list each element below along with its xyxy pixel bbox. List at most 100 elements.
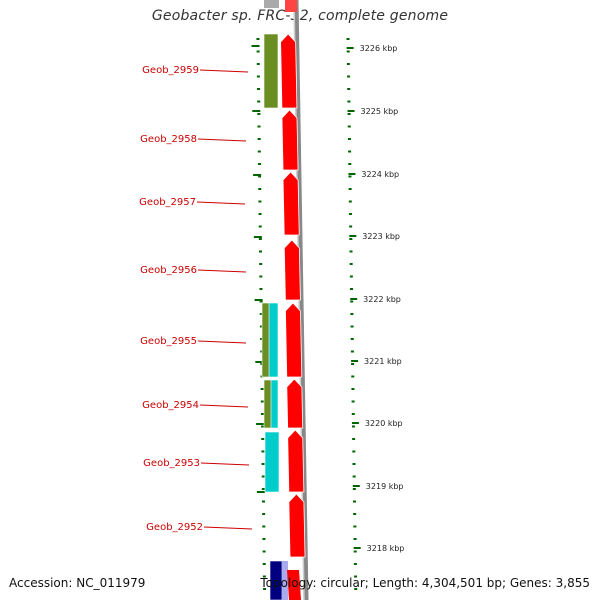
ruler-tick <box>259 313 263 315</box>
ruler-tick <box>351 413 355 415</box>
ruler-tick <box>260 413 264 415</box>
ruler-tick <box>353 563 357 565</box>
gene-leader-line <box>197 138 247 142</box>
ruler-tick <box>350 338 354 340</box>
ruler-tick <box>351 425 355 428</box>
top-fragments <box>264 0 297 12</box>
ruler-tick <box>349 263 353 265</box>
ruler-tick <box>256 75 260 78</box>
ruler-tick <box>354 575 358 578</box>
ruler-tick <box>348 188 352 190</box>
gene-arrow-geob-2952 <box>288 493 306 558</box>
ruler-tick <box>350 350 354 353</box>
ruler-tick <box>352 438 356 440</box>
ruler-tick <box>258 238 262 240</box>
map-title: Geobacter sp. FRC-32, complete genome <box>151 8 449 24</box>
ruler-tick <box>261 425 265 428</box>
ruler-tick <box>350 288 354 290</box>
ruler-major-tick <box>252 110 261 112</box>
ruler-tick <box>258 188 262 190</box>
ruler-tick <box>259 300 263 303</box>
ruler-tick <box>349 238 353 240</box>
ruler-tick <box>262 538 266 540</box>
gene-label-geob-2956: Geob_2956 <box>140 265 197 276</box>
ruler-tick <box>259 325 263 328</box>
ruler-tick <box>347 125 351 128</box>
gene-leader-line <box>199 69 249 73</box>
gene-label-geob-2954: Geob_2954 <box>142 400 199 411</box>
scale-label: 3218 kbp <box>367 544 405 553</box>
ruler-tick <box>351 363 355 365</box>
ruler-major-tick <box>352 485 360 487</box>
ruler-tick <box>349 250 353 253</box>
ruler-tick <box>351 388 355 390</box>
gene-arrow-geob-2957 <box>282 171 300 236</box>
ruler-tick <box>352 475 356 478</box>
ruler-tick <box>346 50 350 53</box>
accession-label: Accession: NC_011979 <box>9 576 146 590</box>
ruler-tick <box>350 313 354 315</box>
ruler-tick <box>263 588 267 590</box>
gene-label-geob-2958: Geob_2958 <box>140 134 197 145</box>
ruler-tick <box>257 125 261 128</box>
ruler-tick <box>350 300 354 303</box>
ruler-tick <box>346 63 350 65</box>
scale-label-layer: 3226 kbp 3225 kbp 3224 kbp 3223 kbp 3222 kbp… <box>346 44 405 553</box>
ruler-major-tick <box>350 298 358 300</box>
ruler-major-tick <box>256 491 265 493</box>
ruler-major-tick <box>351 422 359 424</box>
scale-label: 3223 kbp <box>362 232 400 241</box>
scale-label: 3220 kbp <box>365 419 403 428</box>
gene-arrow-geob-2955 <box>285 302 303 378</box>
ruler-tick <box>259 288 263 290</box>
gene-leader-line <box>200 462 250 466</box>
gene-leader-line <box>196 201 246 205</box>
gene-label-layer: Geob_2959 Geob_2958 Geob_2957 Geob_2956 Geob… <box>139 65 253 533</box>
ruler-tick <box>347 88 351 90</box>
ruler-tick <box>259 250 263 253</box>
gene-label-geob-2955: Geob_2955 <box>140 336 197 347</box>
scale-label: 3226 kbp <box>360 44 398 53</box>
ruler-tick <box>258 213 262 215</box>
ruler-tick <box>347 138 351 140</box>
ruler-tick <box>259 275 263 278</box>
gene-leader-line <box>197 269 247 273</box>
ruler-tick <box>262 513 266 515</box>
ruler-tick <box>353 500 357 503</box>
ruler-tick <box>348 163 352 165</box>
ruler-tick <box>256 50 260 53</box>
gene-label-geob-2957: Geob_2957 <box>139 197 196 208</box>
topology-label: Topology: circular; Length: 4,304,501 bp… <box>260 576 590 590</box>
ruler-tick <box>347 75 351 78</box>
ruler-tick <box>261 438 265 440</box>
scale-label: 3219 kbp <box>366 482 404 491</box>
ruler-tick <box>353 550 357 553</box>
top-gray-fragment <box>264 0 279 8</box>
scale-label: 3222 kbp <box>363 295 401 304</box>
ruler-major-tick <box>253 236 262 238</box>
ruler-tick <box>256 63 260 65</box>
top-red-fragment <box>285 0 297 12</box>
ruler-tick <box>348 200 352 203</box>
ruler-tick <box>257 88 261 90</box>
ruler-major-tick <box>347 110 355 112</box>
ruler-tick <box>258 225 262 228</box>
gene-label-geob-2953: Geob_2953 <box>143 458 200 469</box>
feature-cyan-block <box>268 302 279 378</box>
gene-arrow-geob-2953 <box>287 429 305 493</box>
ruler-tick <box>262 525 266 528</box>
ruler-tick <box>351 375 355 378</box>
ruler-tick <box>348 150 352 153</box>
ruler-tick <box>259 263 263 265</box>
gene-arrow-geob-2958 <box>281 109 299 171</box>
ruler-tick <box>353 525 357 528</box>
ruler-tick <box>262 500 266 503</box>
ruler-major-tick <box>346 47 354 49</box>
ruler-tick <box>262 575 266 578</box>
ruler-tick <box>347 100 351 103</box>
feature-cyan-block <box>264 431 280 493</box>
ruler-tick <box>262 550 266 553</box>
ruler-tick <box>257 138 261 140</box>
backbone-line <box>293 0 309 600</box>
feature-cyan-block <box>270 379 279 429</box>
